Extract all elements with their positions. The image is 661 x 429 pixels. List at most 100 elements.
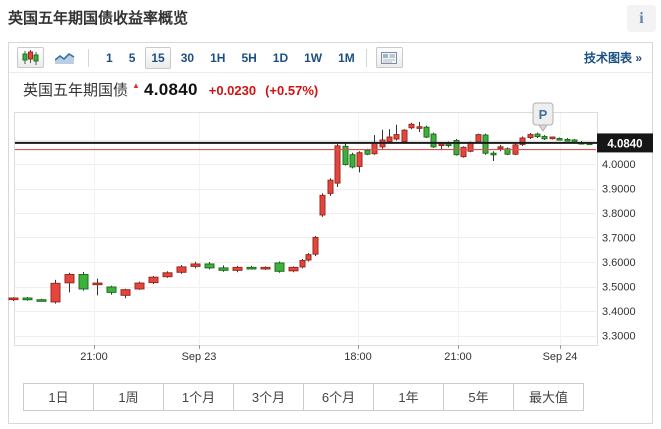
interval-1H[interactable]: 1H bbox=[210, 50, 226, 65]
candle-body bbox=[50, 282, 61, 303]
x-axis-label: Sep 23 bbox=[182, 351, 217, 363]
candlestick-icon bbox=[22, 50, 39, 65]
event-flag[interactable] bbox=[532, 102, 554, 126]
candle-body bbox=[312, 237, 319, 255]
range-button-7[interactable]: 5年 bbox=[443, 383, 514, 411]
candle-body bbox=[342, 145, 349, 165]
candle-body bbox=[327, 179, 334, 194]
candle-body bbox=[22, 297, 33, 301]
last-price-badge-text: 4.0840 bbox=[607, 138, 642, 150]
y-axis-label: 3.3000 bbox=[602, 331, 636, 343]
candle-body bbox=[364, 149, 371, 155]
chart-toolbar: 1 5 15 30 1H 5H 1D 1W 1M 技术图表 » bbox=[9, 43, 652, 73]
technical-charts-link[interactable]: 技术图表 » bbox=[583, 51, 642, 65]
y-axis-label: 3.5000 bbox=[602, 282, 636, 294]
candle-body bbox=[162, 272, 173, 278]
candle-body bbox=[106, 286, 117, 293]
candle-body bbox=[416, 126, 423, 129]
candle-body bbox=[288, 266, 299, 272]
chart-widget: 1 5 15 30 1H 5H 1D 1W 1M 技术图表 » 英国五年期国债 ▲ 4.0840… bbox=[8, 42, 653, 424]
interval-30[interactable]: 30 bbox=[180, 50, 195, 65]
instrument-name: 英国五年期国债 bbox=[23, 82, 129, 99]
candle-body bbox=[564, 139, 571, 142]
line-chart-button[interactable] bbox=[51, 47, 78, 68]
range-button-4[interactable]: 3个月 bbox=[233, 383, 304, 411]
y-axis-label: 3.8000 bbox=[602, 208, 636, 220]
candle-body bbox=[260, 266, 271, 270]
candlestick-chart-button[interactable] bbox=[17, 47, 44, 68]
candle-body bbox=[490, 152, 497, 156]
candle-body bbox=[497, 146, 504, 149]
quote-row: 英国五年期国债 ▲ 4.0840 +0.0230 (+0.57%) bbox=[23, 79, 327, 105]
news-panel-button[interactable] bbox=[375, 47, 403, 68]
candle-body bbox=[218, 267, 229, 271]
event-flag-pointer bbox=[538, 124, 548, 132]
candle-body bbox=[371, 141, 378, 155]
last-price: 4.0840 bbox=[143, 80, 198, 99]
interval-15[interactable]: 15 bbox=[145, 46, 171, 69]
candle-body bbox=[408, 123, 415, 129]
interval-1[interactable]: 1 bbox=[106, 50, 113, 65]
event-flag-label: P bbox=[539, 107, 548, 122]
news-panel-icon bbox=[381, 51, 398, 64]
candle-body bbox=[319, 194, 326, 216]
candle-body bbox=[445, 143, 452, 147]
candle-body bbox=[475, 134, 482, 143]
candle-body bbox=[504, 148, 511, 155]
y-axis-label: 3.6000 bbox=[602, 257, 636, 269]
candle-body bbox=[78, 273, 89, 290]
candle-body bbox=[334, 145, 341, 184]
plot-border bbox=[14, 112, 598, 346]
interval-5[interactable]: 5 bbox=[128, 50, 136, 65]
x-axis-label: 18:00 bbox=[344, 351, 372, 363]
candle-body bbox=[120, 289, 131, 296]
toolbar-separator bbox=[88, 48, 89, 67]
x-axis-label: 21:00 bbox=[444, 351, 472, 363]
line-chart-icon bbox=[54, 52, 74, 64]
last-price-badge bbox=[597, 133, 653, 153]
x-axis-label: Sep 24 bbox=[543, 351, 578, 363]
date-range-selector: 1日 1周 1个月 3个月 6个月 1年 5年 最大值 bbox=[23, 383, 584, 411]
range-button-1[interactable]: 1日 bbox=[23, 383, 94, 411]
range-button-8[interactable]: 最大值 bbox=[513, 383, 584, 411]
candle-body bbox=[349, 154, 356, 168]
candle-body bbox=[64, 273, 75, 284]
up-arrow-icon: ▲ bbox=[132, 81, 140, 90]
candle-body bbox=[8, 297, 19, 301]
candle-body bbox=[453, 139, 460, 156]
candle-body bbox=[534, 133, 541, 138]
candle-body bbox=[176, 266, 187, 273]
candle-body bbox=[541, 136, 548, 140]
candle-body bbox=[482, 134, 489, 154]
interval-group: 1 5 15 30 1H 5H 1D 1W 1M bbox=[98, 46, 363, 69]
y-axis-label: 3.9000 bbox=[602, 184, 636, 196]
range-button-5[interactable]: 6个月 bbox=[303, 383, 374, 411]
interval-1W[interactable]: 1W bbox=[304, 50, 323, 65]
candle-body bbox=[92, 282, 103, 286]
candle-body bbox=[527, 134, 534, 139]
interval-1D[interactable]: 1D bbox=[272, 50, 289, 65]
x-axis-label: 21:00 bbox=[80, 351, 108, 363]
candle-body bbox=[299, 260, 306, 268]
candle-body bbox=[393, 134, 400, 140]
candle-body bbox=[36, 299, 47, 302]
y-axis-label: 3.4000 bbox=[602, 306, 636, 318]
candle-body bbox=[556, 138, 563, 141]
candle-body bbox=[549, 136, 556, 140]
range-button-6[interactable]: 1年 bbox=[373, 383, 444, 411]
range-button-2[interactable]: 1周 bbox=[93, 383, 164, 411]
candle-body bbox=[232, 266, 243, 271]
interval-5H[interactable]: 5H bbox=[241, 50, 257, 65]
candle-body bbox=[190, 263, 201, 267]
interval-1M[interactable]: 1M bbox=[338, 50, 355, 65]
candle-body bbox=[305, 254, 312, 261]
info-button[interactable]: i bbox=[627, 5, 656, 32]
candle-body bbox=[386, 136, 393, 142]
price-change: +0.0230 bbox=[208, 83, 257, 98]
candle-body bbox=[519, 137, 526, 145]
price-change-percent: (+0.57%) bbox=[265, 83, 319, 98]
y-axis-label: 4.0000 bbox=[602, 159, 636, 171]
candle-body bbox=[438, 143, 445, 147]
